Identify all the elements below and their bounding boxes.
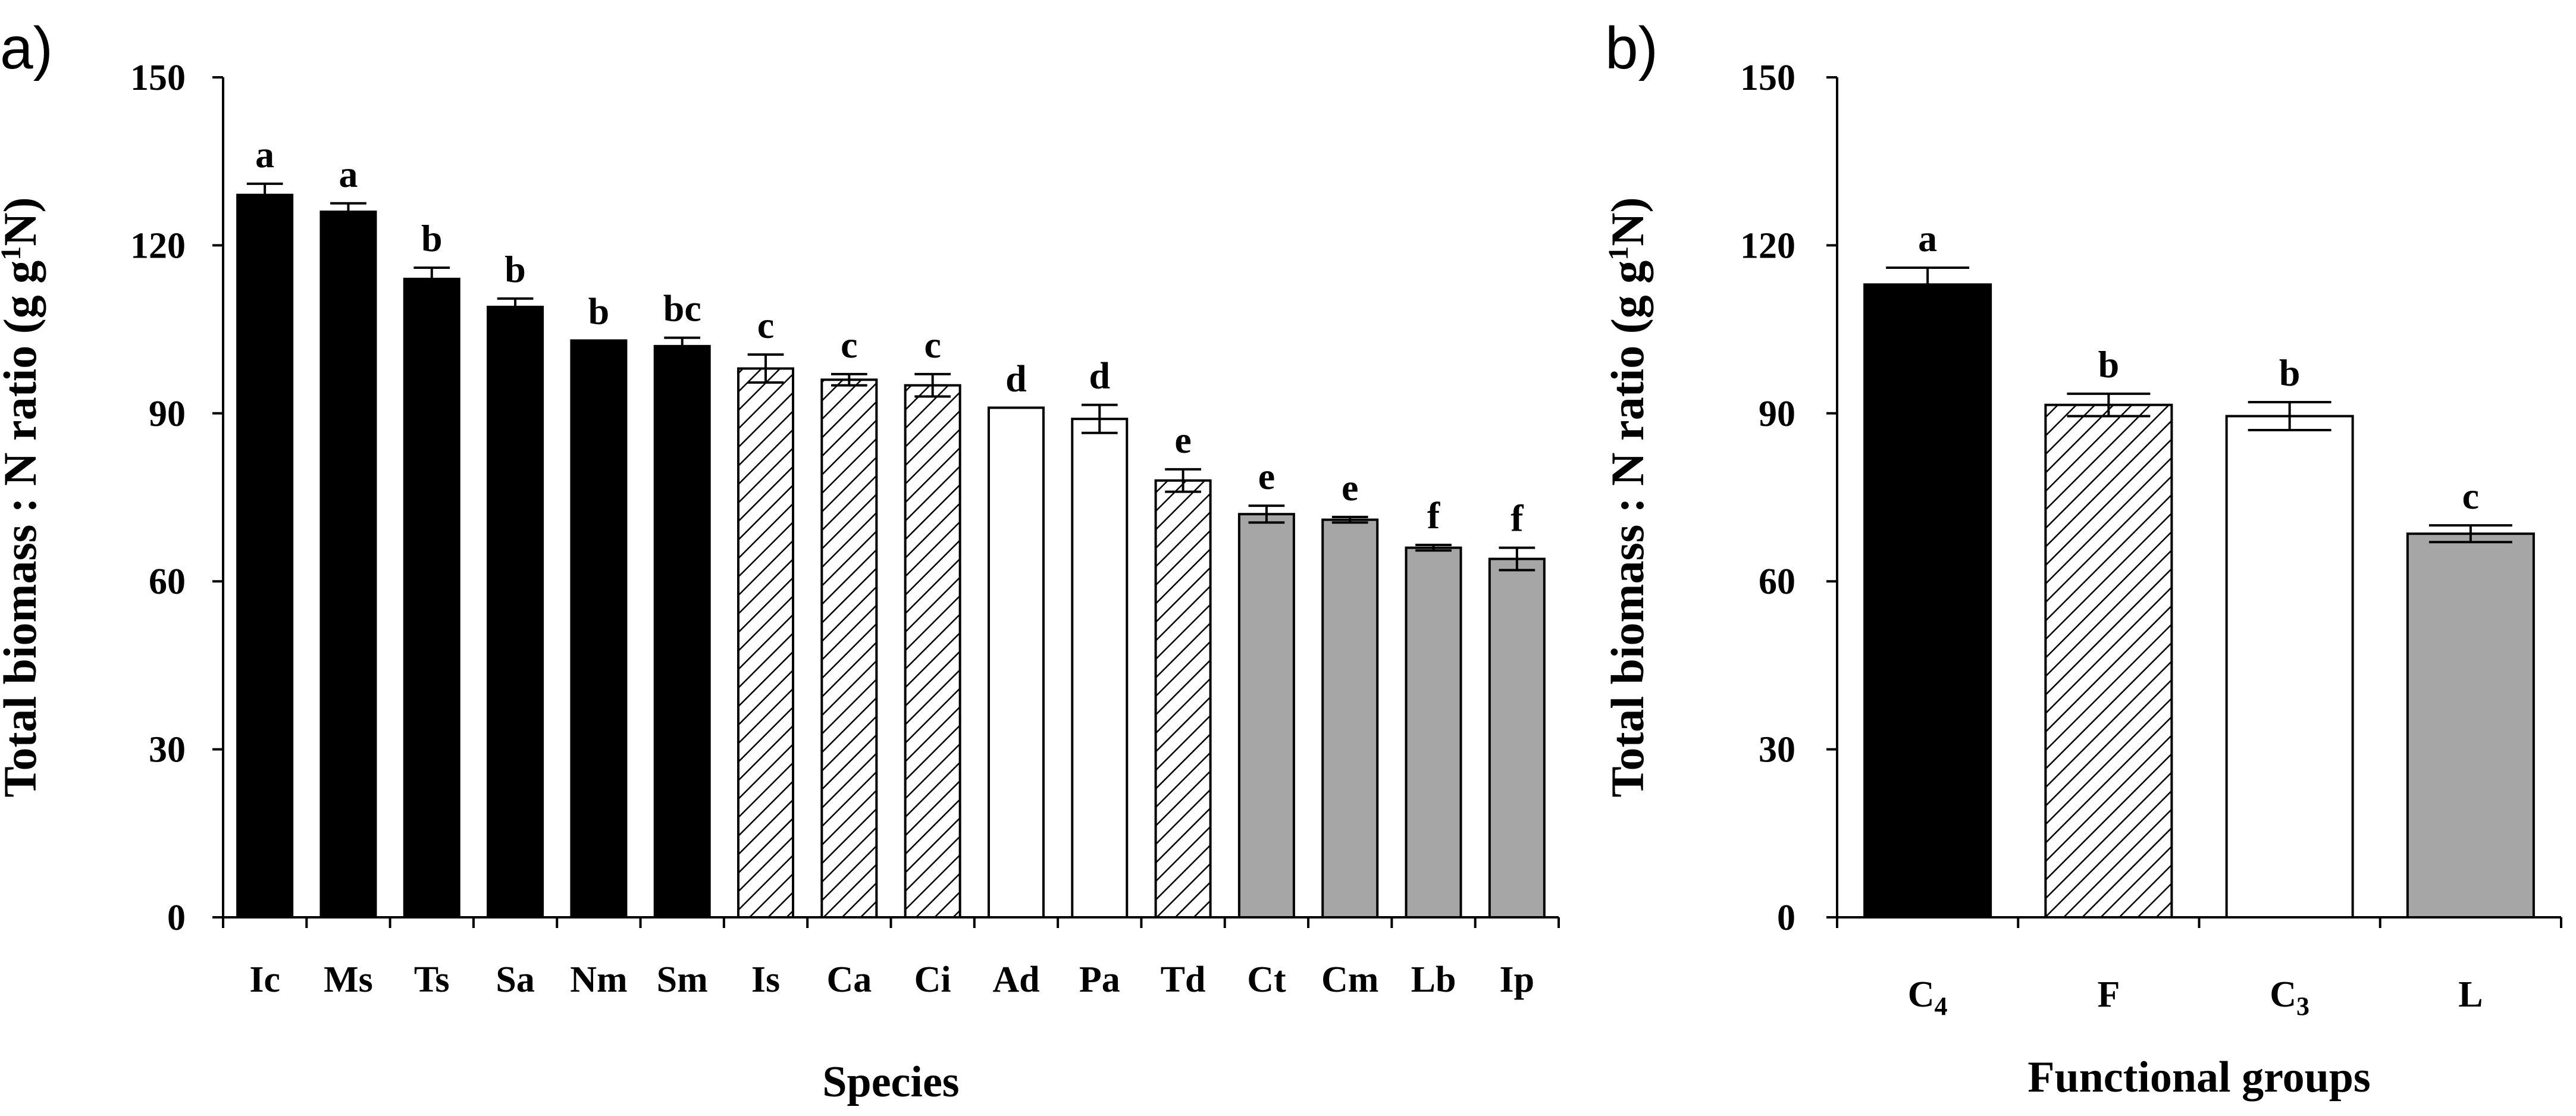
significance-letter-Ca: c — [841, 324, 857, 366]
significance-letter-Is: c — [757, 304, 774, 346]
significance-letter-F: b — [2098, 343, 2120, 385]
category-label-base: C — [2270, 974, 2296, 1015]
category-label-C3: C3 — [2270, 974, 2309, 1021]
y-tick-label: 120 — [1740, 225, 1795, 266]
category-label-L: L — [2458, 974, 2483, 1015]
significance-letter-Ts: b — [421, 217, 443, 259]
bar-Ad — [987, 406, 1045, 918]
y-axis-title: Total biomass : N ratio (g g1N) — [0, 197, 46, 797]
significance-letter-C3: b — [2279, 352, 2301, 394]
bar-C3 — [2225, 415, 2354, 918]
bar-Ip — [1488, 557, 1546, 918]
category-label-Ms: Ms — [324, 960, 373, 1000]
y-tick-label: 150 — [130, 58, 186, 98]
bar-Ca — [820, 378, 878, 918]
x-axis-title: Functional groups — [2027, 1053, 2370, 1102]
category-label-Ad: Ad — [992, 960, 1039, 1000]
bar-Pa — [1071, 418, 1129, 918]
significance-letter-Ip: f — [1510, 497, 1524, 540]
category-label-Nm: Nm — [570, 960, 627, 1000]
bar-Cm — [1321, 518, 1379, 918]
significance-letter-Cm: e — [1342, 466, 1358, 509]
category-label-Is: Is — [751, 960, 780, 1000]
significance-letter-Pa: d — [1089, 355, 1110, 397]
y-tick-label: 150 — [1740, 58, 1795, 98]
y-tick-label: 0 — [1777, 898, 1795, 938]
significance-letter-Ad: d — [1005, 357, 1027, 399]
significance-letter-Sm: bc — [663, 287, 701, 330]
y-tick-label: 0 — [167, 898, 186, 938]
category-label-Ic: Ic — [249, 960, 280, 1000]
bar-Nm — [570, 339, 628, 918]
bar-F — [2044, 403, 2173, 918]
category-label-F: F — [2097, 974, 2120, 1015]
bar-Ts — [403, 277, 460, 918]
bar-Ci — [904, 384, 961, 918]
y-axis-title-sup: 1 — [0, 246, 27, 261]
bar-Ct — [1237, 513, 1295, 918]
significance-letter-Ct: e — [1258, 455, 1275, 497]
category-label-Lb: Lb — [1411, 960, 1456, 1000]
significance-letter-Ic: a — [255, 133, 274, 175]
significance-letter-Lb: f — [1427, 494, 1440, 537]
category-label-Ip: Ip — [1500, 960, 1535, 1000]
category-label-Sm: Sm — [657, 960, 708, 1000]
category-label-Ca: Ca — [826, 960, 872, 1000]
y-axis-title-part: Total biomass : N ratio (g g — [1602, 261, 1653, 798]
category-label-Cm: Cm — [1321, 960, 1378, 1000]
chart-a: 0 30 60 90 120 150 a Ic a Ms b Ts b Sa b Nm bc Sm c Is c Ca c C… — [0, 58, 1560, 1106]
y-axis-title-part2: N) — [0, 197, 46, 246]
category-label-C4: C4 — [1908, 974, 1948, 1021]
bar-L — [2406, 532, 2535, 918]
y-axis-title: Total biomass : N ratio (g g1N) — [1602, 197, 1653, 797]
bar-Sa — [487, 305, 544, 918]
category-label-Ci: Ci — [914, 960, 951, 1000]
y-tick-label: 60 — [149, 562, 186, 602]
panel-b-label: b) — [1605, 15, 1658, 81]
bar-Lb — [1405, 546, 1462, 918]
category-label-Ts: Ts — [414, 960, 450, 1000]
category-label-subscript: 4 — [1935, 992, 1948, 1021]
category-label-Ct: Ct — [1247, 960, 1286, 1000]
significance-letter-Sa: b — [504, 248, 526, 290]
x-axis-title: Species — [822, 1058, 959, 1106]
category-label-subscript: 3 — [2296, 992, 2309, 1021]
bar-Sm — [653, 344, 711, 918]
y-tick-label: 30 — [1759, 730, 1795, 770]
y-axis-title-part: Total biomass : N ratio (g g — [0, 261, 46, 798]
category-label-base: C — [1908, 974, 1935, 1015]
bar-Ic — [236, 193, 294, 918]
bar-Ms — [319, 210, 377, 918]
significance-letter-Ms: a — [339, 153, 358, 195]
panel-a-label: a) — [0, 15, 53, 81]
y-tick-label: 120 — [130, 225, 186, 266]
y-tick-label: 90 — [149, 394, 186, 434]
significance-letter-Td: e — [1174, 419, 1191, 461]
category-label-Td: Td — [1161, 960, 1206, 1000]
y-axis-title-part2: N) — [1602, 197, 1653, 246]
category-label-Pa: Pa — [1079, 960, 1120, 1000]
significance-letter-Ci: c — [924, 324, 941, 366]
y-axis-title-sup: 1 — [1603, 246, 1634, 261]
bar-C4 — [1863, 283, 1992, 918]
significance-letter-Nm: b — [588, 290, 610, 332]
significance-letter-C4: a — [1918, 217, 1937, 259]
bar-Td — [1154, 479, 1212, 918]
category-label-Sa: Sa — [496, 960, 534, 1000]
bar-Is — [737, 367, 795, 918]
y-tick-label: 30 — [149, 730, 186, 770]
significance-letter-L: c — [2462, 475, 2479, 517]
y-tick-label: 60 — [1759, 562, 1795, 602]
y-tick-label: 90 — [1759, 394, 1795, 434]
